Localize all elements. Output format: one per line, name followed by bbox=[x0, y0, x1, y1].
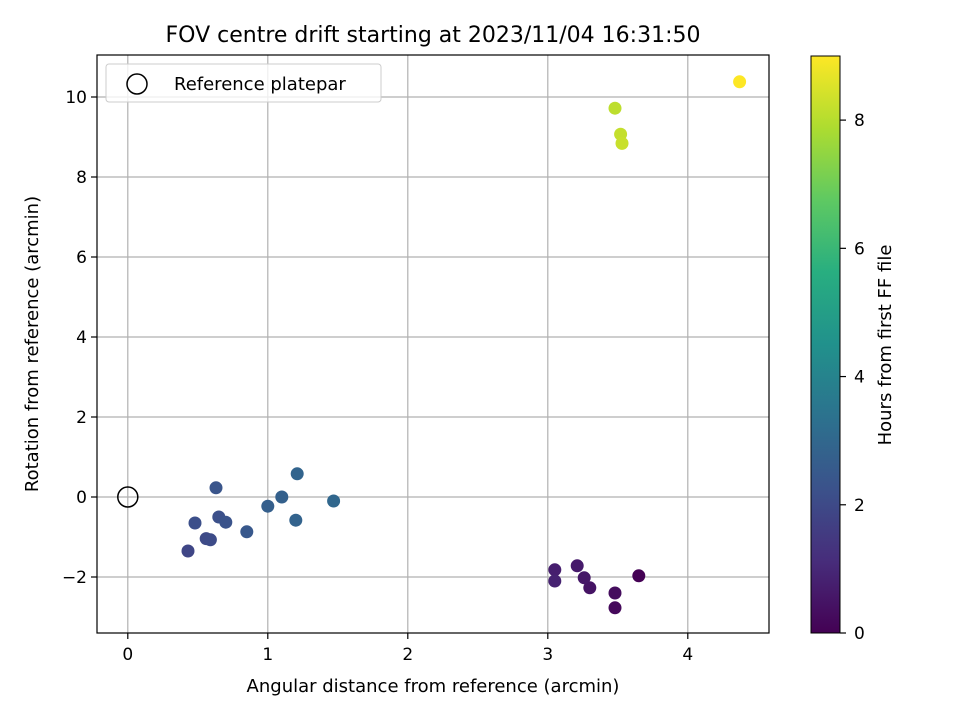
y-axis-ticks: −2 0 2 4 6 8 10 bbox=[62, 88, 97, 588]
data-point bbox=[548, 563, 562, 577]
data-point bbox=[188, 516, 202, 530]
colorbar-tick-label: 6 bbox=[854, 239, 865, 259]
colorbar-tick-label: 8 bbox=[854, 111, 865, 131]
colorbar-tick-label: 4 bbox=[854, 368, 865, 388]
x-tick-label: 0 bbox=[122, 645, 133, 665]
data-point bbox=[548, 574, 562, 588]
data-point bbox=[275, 490, 289, 504]
y-tick-label: 10 bbox=[65, 88, 87, 108]
colorbar-gradient bbox=[810, 55, 841, 634]
legend: Reference platepar bbox=[105, 63, 382, 103]
data-point bbox=[219, 515, 233, 529]
x-axis-label: Angular distance from reference (arcmin) bbox=[247, 676, 620, 697]
data-point bbox=[289, 513, 303, 527]
chart-title: FOV centre drift starting at 2023/11/04 … bbox=[166, 23, 701, 48]
plot-frame bbox=[96, 54, 770, 634]
x-tick-label: 3 bbox=[542, 645, 553, 665]
data-point bbox=[290, 467, 304, 481]
colorbar-tick-label: 2 bbox=[854, 496, 865, 516]
data-point bbox=[608, 601, 622, 615]
y-axis-label: Rotation from reference (arcmin) bbox=[22, 196, 43, 492]
y-tick-label: 0 bbox=[76, 488, 87, 508]
y-tick-label: 4 bbox=[76, 328, 87, 348]
x-tick-label: 1 bbox=[262, 645, 273, 665]
data-point bbox=[209, 481, 223, 495]
data-point bbox=[570, 559, 584, 573]
data-point bbox=[261, 499, 275, 513]
data-point bbox=[203, 533, 217, 547]
data-point bbox=[181, 544, 195, 558]
data-point bbox=[608, 586, 622, 600]
data-point bbox=[632, 569, 646, 583]
y-tick-label: 2 bbox=[76, 408, 87, 428]
data-point bbox=[608, 101, 622, 115]
y-tick-label: 6 bbox=[76, 248, 87, 268]
data-point bbox=[733, 75, 747, 89]
data-point bbox=[240, 525, 254, 539]
reference-platepar-marker bbox=[117, 486, 139, 508]
legend-box bbox=[105, 63, 382, 103]
data-point bbox=[577, 571, 591, 585]
legend-marker-open-circle bbox=[126, 73, 148, 95]
colorbar-ticks: 0 2 4 6 8 bbox=[840, 111, 865, 644]
x-axis-ticks: 0 1 2 3 4 bbox=[122, 633, 693, 665]
colorbar-tick-label: 0 bbox=[854, 624, 865, 644]
grid bbox=[97, 55, 769, 633]
data-points bbox=[117, 75, 747, 615]
data-point bbox=[583, 581, 597, 595]
y-tick-label: −2 bbox=[62, 568, 87, 588]
colorbar-label: Hours from first FF file bbox=[875, 245, 896, 446]
data-point bbox=[327, 494, 341, 508]
colorbar: 0 2 4 6 8 Hours from first FF file bbox=[810, 55, 896, 644]
y-tick-label: 8 bbox=[76, 168, 87, 188]
legend-entry-label: Reference platepar bbox=[174, 74, 346, 95]
x-tick-label: 4 bbox=[682, 645, 693, 665]
x-tick-label: 2 bbox=[402, 645, 413, 665]
data-point bbox=[615, 136, 629, 150]
